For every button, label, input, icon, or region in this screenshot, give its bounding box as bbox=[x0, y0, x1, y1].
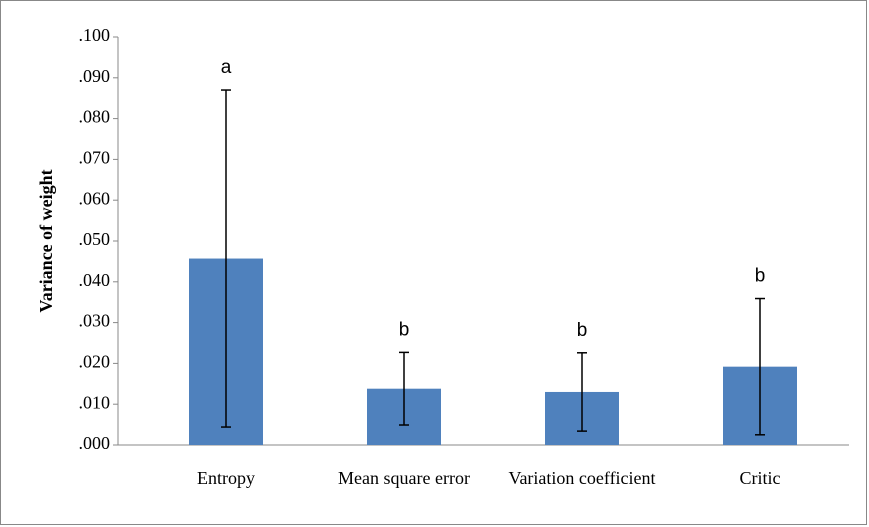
y-axis-title: Variance of weight bbox=[36, 169, 56, 312]
y-tick-label: .010 bbox=[79, 392, 111, 412]
error-bar bbox=[755, 297, 765, 436]
error-bar bbox=[399, 351, 409, 426]
y-tick-label: .100 bbox=[79, 25, 111, 45]
error-bar bbox=[221, 89, 231, 428]
significance-letter: b bbox=[399, 319, 410, 340]
y-tick-label: .020 bbox=[79, 352, 111, 372]
y-tick-label: .070 bbox=[79, 148, 111, 168]
y-tick-label: .050 bbox=[79, 229, 111, 249]
error-bar bbox=[577, 352, 587, 432]
x-tick-label: Variation coefficient bbox=[508, 468, 656, 488]
x-tick-label: Mean square error bbox=[338, 468, 470, 488]
y-tick-label: .000 bbox=[79, 433, 111, 453]
y-tick-label: .030 bbox=[79, 311, 111, 331]
significance-letter: b bbox=[755, 266, 766, 287]
y-tick-label: .080 bbox=[79, 107, 111, 127]
x-tick-label: Entropy bbox=[197, 468, 255, 488]
significance-letter: b bbox=[577, 320, 588, 341]
y-tick-label: .090 bbox=[79, 66, 111, 86]
y-tick-label: .040 bbox=[79, 270, 111, 290]
x-tick-label: Critic bbox=[739, 468, 781, 488]
y-tick-label: .060 bbox=[79, 188, 111, 208]
significance-letter: a bbox=[221, 57, 232, 78]
